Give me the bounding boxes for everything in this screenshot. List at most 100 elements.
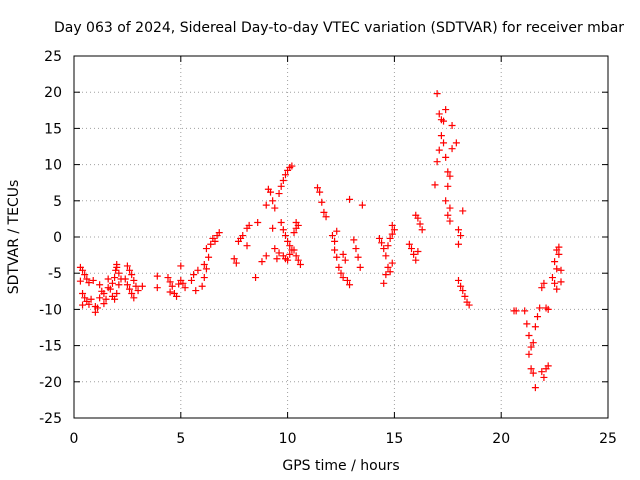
data-point [341, 256, 349, 264]
data-point [126, 285, 134, 293]
data-point [113, 261, 121, 269]
data-point [446, 204, 454, 212]
data-point [444, 168, 452, 176]
data-point [79, 301, 87, 309]
data-point [527, 343, 535, 351]
data-point [410, 250, 418, 258]
data-point [239, 232, 247, 240]
data-point [91, 308, 99, 316]
data-point [538, 284, 546, 292]
data-point [378, 239, 386, 247]
data-point [534, 313, 542, 321]
data-point [390, 226, 398, 234]
data-point [258, 258, 266, 266]
y-tick-label: -5 [48, 266, 62, 282]
y-tick-label: 15 [44, 121, 62, 137]
data-point [544, 305, 552, 313]
data-point [442, 197, 450, 205]
x-tick-label: 25 [599, 431, 617, 447]
data-point [166, 288, 174, 296]
data-point [433, 158, 441, 166]
y-tick-label: 5 [53, 194, 62, 210]
data-point [200, 261, 208, 269]
data-point [106, 285, 114, 293]
data-point [281, 171, 289, 179]
data-point [96, 281, 104, 289]
data-point [444, 182, 452, 190]
data-point [83, 275, 91, 283]
data-point [437, 116, 445, 124]
y-tick-label: -15 [39, 339, 62, 355]
data-point [296, 261, 304, 269]
data-point [243, 242, 251, 250]
data-point [166, 278, 174, 286]
y-tick-label: 0 [53, 230, 62, 246]
data-point [187, 276, 195, 284]
data-point [557, 278, 565, 286]
data-point [100, 300, 108, 308]
data-point [437, 132, 445, 140]
data-point [356, 263, 364, 271]
data-point [284, 237, 292, 245]
data-point [557, 266, 565, 274]
data-point [457, 282, 465, 290]
data-point [548, 274, 556, 282]
data-point [89, 276, 97, 284]
data-point [442, 106, 450, 114]
data-point [81, 294, 89, 302]
data-point [292, 219, 300, 227]
data-point [277, 182, 285, 190]
data-point [179, 279, 187, 287]
data-point [190, 271, 198, 279]
data-point [454, 276, 462, 284]
data-point [529, 369, 537, 377]
data-point [112, 266, 120, 274]
data-point [416, 220, 424, 228]
data-point [331, 246, 339, 254]
data-point [536, 304, 544, 312]
data-point [123, 281, 131, 289]
data-point [388, 230, 396, 238]
data-point [215, 229, 223, 237]
data-point [452, 139, 460, 147]
data-point [333, 253, 341, 261]
data-point [380, 245, 388, 253]
data-point [523, 320, 531, 328]
data-point [288, 162, 296, 170]
data-point [128, 289, 136, 297]
data-point [512, 307, 520, 315]
data-point [405, 240, 413, 248]
data-point [104, 275, 112, 283]
data-point [555, 243, 563, 251]
data-point [354, 253, 362, 261]
data-point [531, 323, 539, 331]
data-point [339, 250, 347, 258]
data-point [254, 219, 262, 227]
data-point [100, 289, 108, 297]
data-point [286, 250, 294, 258]
data-point [115, 281, 123, 289]
data-point [153, 272, 161, 280]
y-tick-label: -20 [39, 375, 62, 391]
data-point [448, 145, 456, 153]
data-point [388, 221, 396, 229]
data-point [130, 276, 138, 284]
data-point [294, 256, 302, 264]
data-point [286, 242, 294, 250]
data-point [168, 282, 176, 290]
data-point [435, 110, 443, 118]
data-point [553, 285, 561, 293]
data-point [459, 207, 467, 215]
data-point [130, 294, 138, 302]
data-point [538, 368, 546, 376]
data-point [380, 279, 388, 287]
data-point [138, 282, 146, 290]
data-point [111, 295, 119, 303]
data-point [320, 208, 328, 216]
data-point [388, 259, 396, 267]
data-point [173, 292, 181, 300]
data-point [448, 122, 456, 130]
data-point [205, 253, 213, 261]
data-point [211, 237, 219, 245]
